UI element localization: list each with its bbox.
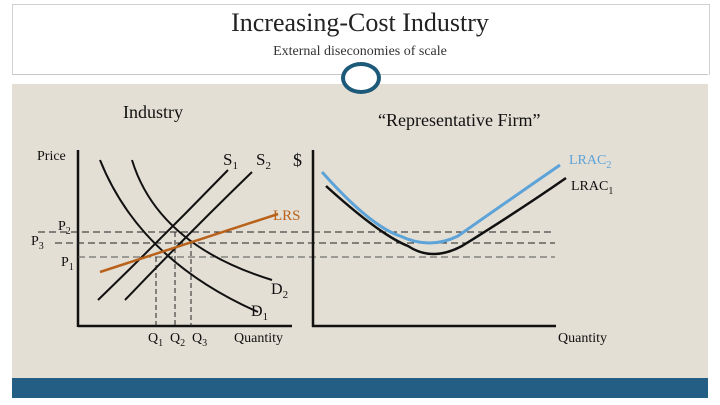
s1-label: S1 [223,150,238,172]
p1-label: P1 [61,255,74,273]
demand-curve-d2 [131,159,273,281]
d1-label: D1 [251,303,268,323]
content-panel [12,84,708,378]
lrac2-label: LRAC2 [569,153,611,171]
firm-heading: “Representative Firm” [378,110,540,130]
lrs-label: LRS [273,208,301,224]
slide-title: Increasing-Cost Industry [231,8,489,37]
lrac1-label: LRAC1 [571,179,613,197]
lrac1-curve [325,176,567,256]
lrac2-curve [320,163,561,245]
lrs-line [99,212,279,274]
ring-ornament-icon [341,62,381,94]
d2-label: D2 [271,281,288,301]
q2-label: Q2 [170,331,185,349]
industry-heading: Industry [123,102,183,122]
industry-quantity-axis-label: Quantity [234,331,283,346]
p3-label: P3 [31,234,44,252]
q3-label: Q3 [192,331,207,349]
firm-quantity-axis-label: Quantity [558,331,607,346]
slide-subtitle: External diseconomies of scale [273,44,447,59]
firm-dollar-axis-label: $ [293,150,302,170]
supply-curve-s1 [97,169,229,301]
demand-curve-d1 [99,159,259,313]
footer-bar [12,378,708,398]
industry-price-axis-label: Price [37,149,66,164]
q1-label: Q1 [148,331,163,349]
s2-label: S2 [256,150,271,172]
supply-curve-s2 [124,171,253,301]
p2-label: P2 [58,219,71,237]
